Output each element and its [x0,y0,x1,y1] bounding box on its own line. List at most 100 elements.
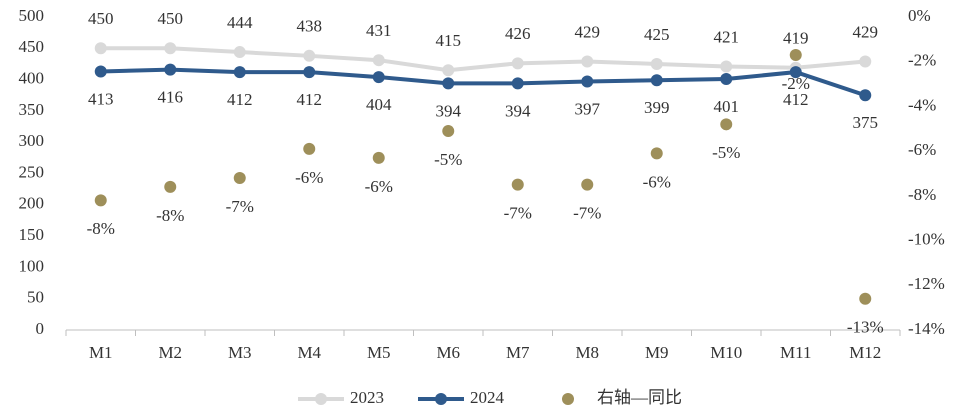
y-tick-label: 450 [19,37,45,56]
scatter-point [372,151,385,164]
y2-tick-label: -12% [908,274,945,293]
line-marker [94,65,107,78]
scatter-point [511,178,524,191]
legend-label: 右轴—同比 [597,388,682,407]
y-tick-label: 150 [19,225,45,244]
data-label: -5% [712,143,740,162]
x-tick-label: M11 [780,343,812,362]
data-label: -6% [365,177,393,196]
data-label: 397 [575,99,601,118]
data-label: 429 [575,22,601,41]
x-tick-label: M3 [228,343,252,362]
data-label: 404 [366,95,392,114]
line-marker [303,49,316,62]
data-label: -8% [87,219,115,238]
line-marker [789,66,802,79]
data-label: 419 [783,29,809,48]
data-label: 431 [366,21,392,40]
data-label: -7% [226,197,254,216]
scatter-point [442,125,455,138]
data-label: 394 [436,101,462,120]
data-label: 438 [297,17,323,36]
data-label: 401 [714,97,740,116]
y2-tick-label: -6% [908,140,936,159]
scatter-point [859,292,872,305]
line-marker [442,64,455,77]
line-marker [720,72,733,85]
line-marker [372,54,385,67]
line-marker [650,57,663,70]
data-label: -7% [504,204,532,223]
x-tick-label: M1 [89,343,113,362]
scatter-point [303,142,316,155]
x-tick-label: M10 [710,343,742,362]
line-marker [233,46,246,59]
legend-swatch [562,393,574,405]
scatter-point [581,178,594,191]
data-label: -2% [782,74,810,93]
line-marker [581,75,594,88]
data-label: -7% [573,204,601,223]
x-tick-label: M9 [645,343,669,362]
y-tick-label: 50 [27,288,44,307]
line-marker [650,74,663,87]
data-label: -8% [156,206,184,225]
line-marker [859,89,872,102]
series-line [100,46,866,73]
data-label: 425 [644,25,670,44]
x-tick-label: M5 [367,343,391,362]
legend-swatch [435,393,447,405]
data-label: 412 [227,90,253,109]
y-tick-label: 250 [19,162,45,181]
line-marker [303,66,316,79]
data-label: 426 [505,24,531,43]
line-marker [442,77,455,90]
data-label: -5% [434,150,462,169]
legend-label: 2023 [350,388,384,407]
data-label: 421 [714,27,740,46]
y-tick-label: 500 [19,6,45,25]
y-tick-label: 200 [19,194,45,213]
x-tick-label: M7 [506,343,530,362]
scatter-point [720,118,733,131]
x-tick-label: M4 [297,343,321,362]
data-label: 429 [853,22,879,41]
y2-tick-label: -8% [908,185,936,204]
line-marker [94,42,107,55]
x-tick-label: M8 [575,343,599,362]
data-label: -13% [847,318,884,337]
line-marker [581,55,594,68]
data-label: 450 [88,9,114,28]
data-label: 450 [158,9,184,28]
x-tick-label: M12 [849,343,881,362]
y-tick-label: 400 [19,69,45,88]
line-marker [233,66,246,79]
data-label: 413 [88,89,114,108]
y2-tick-label: -4% [908,95,936,114]
x-tick-label: M2 [158,343,182,362]
data-label: 412 [297,90,323,109]
line-marker [372,71,385,84]
data-label: 375 [853,113,879,132]
line-marker [164,42,177,55]
scatter-point [164,180,177,193]
data-label: 416 [158,87,184,106]
data-label: 444 [227,13,253,32]
line-marker [511,57,524,70]
scatter-point [650,147,663,160]
y2-tick-label: -2% [908,51,936,70]
data-label: 415 [436,31,462,50]
line-marker [511,77,524,90]
data-label: 412 [783,90,809,109]
data-label: -6% [643,172,671,191]
y-tick-label: 300 [19,131,45,150]
y-tick-label: 100 [19,256,45,275]
y-tick-label: 0 [36,319,45,338]
line-marker [720,60,733,73]
legend-label: 2024 [470,388,505,407]
line-marker [859,55,872,68]
line-marker [164,63,177,76]
y-tick-label: 350 [19,100,45,119]
legend-swatch [315,393,327,405]
